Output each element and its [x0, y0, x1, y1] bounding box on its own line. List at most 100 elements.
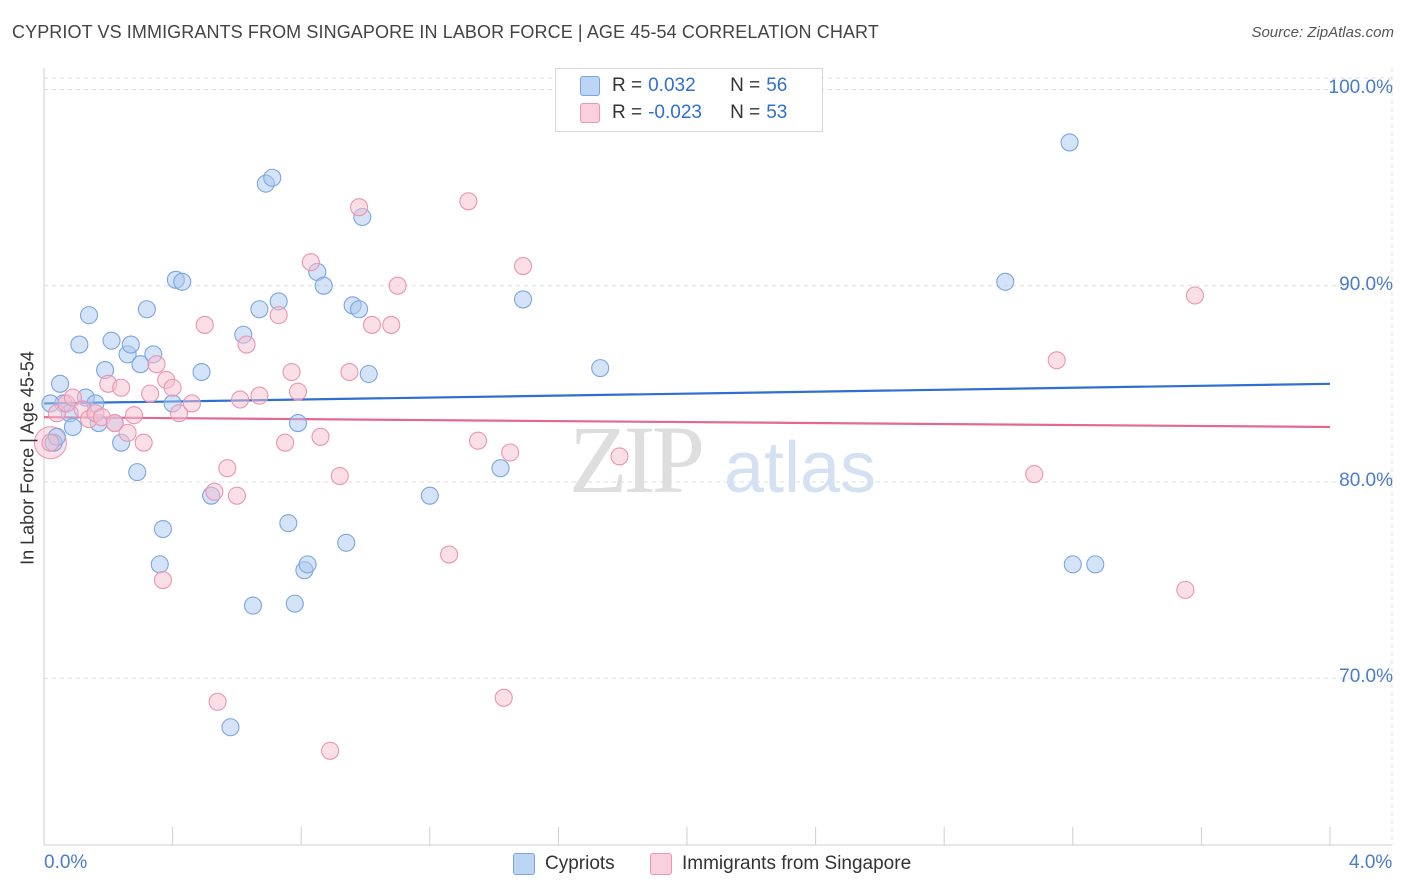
- cypriots-point: [359, 364, 378, 384]
- y-tick-label: 70.0%: [1339, 666, 1393, 688]
- cypriots-point: [337, 533, 356, 552]
- singapore-point: [301, 253, 320, 272]
- singapore-point: [231, 390, 250, 409]
- cypriots-point: [1086, 555, 1105, 574]
- cypriots-point: [285, 594, 304, 613]
- legend-swatch-pink: [650, 853, 672, 875]
- cypriots-point: [243, 596, 263, 615]
- singapore-point: [105, 414, 124, 433]
- cypriots-point: [279, 514, 298, 533]
- trend-line-singapore: [43, 416, 1331, 429]
- singapore-point: [195, 315, 214, 334]
- singapore-point: [362, 315, 381, 334]
- legend-swatch-pink: [580, 103, 600, 123]
- singapore-point: [63, 388, 82, 407]
- cypriots-point: [51, 374, 70, 393]
- watermark: ZIP atlas: [569, 406, 876, 513]
- cypriots-point: [150, 555, 169, 574]
- cypriots-point: [137, 300, 156, 319]
- singapore-point: [124, 406, 144, 425]
- legend-n-label: N =: [730, 75, 761, 96]
- singapore-point: [182, 394, 201, 413]
- cypriots-point: [420, 486, 439, 505]
- singapore-point: [311, 427, 330, 446]
- cypriots-point: [996, 272, 1015, 291]
- legend-r-value: -0.023: [648, 102, 702, 123]
- singapore-point: [330, 466, 349, 486]
- singapore-point: [269, 306, 288, 325]
- cypriots-point: [298, 555, 317, 574]
- singapore-point: [513, 257, 533, 276]
- singapore-point: [134, 433, 153, 452]
- legend-n-value: 53: [766, 102, 788, 123]
- singapore-point: [459, 192, 478, 211]
- cypriots-point: [350, 300, 369, 319]
- legend-n-label: N =: [730, 102, 761, 123]
- singapore-point: [41, 433, 60, 452]
- legend-r-label: R =: [612, 102, 643, 123]
- singapore-point: [250, 386, 269, 405]
- legend-row-singapore: R = -0.023 N = 53: [580, 101, 787, 125]
- y-tick-label: 80.0%: [1339, 469, 1393, 491]
- singapore-point: [163, 378, 182, 397]
- singapore-point: [218, 459, 237, 478]
- singapore-point: [147, 355, 166, 374]
- cypriots-point: [173, 272, 192, 291]
- singapore-point: [494, 688, 513, 707]
- cypriots-point: [121, 335, 140, 354]
- cypriots-point: [314, 276, 333, 295]
- singapore-point: [208, 692, 227, 711]
- singapore-point: [321, 741, 340, 760]
- data-points: [33, 133, 1205, 760]
- cypriots-point: [591, 359, 610, 378]
- cypriots-point: [491, 459, 510, 478]
- singapore-point: [227, 486, 246, 505]
- singapore-point: [1185, 286, 1205, 305]
- singapore-point: [169, 404, 189, 423]
- cypriots-point: [70, 335, 89, 354]
- cypriots-point: [250, 300, 269, 319]
- axes: [43, 68, 1393, 846]
- legend-row-cypriots: R = 0.032 N = 56: [580, 74, 787, 98]
- singapore-point: [282, 362, 301, 382]
- watermark-atlas: atlas: [724, 428, 876, 508]
- legend-r-value: 0.032: [648, 75, 696, 96]
- singapore-point: [350, 198, 369, 217]
- singapore-point: [118, 423, 137, 442]
- singapore-point: [1176, 580, 1195, 599]
- cypriots-point: [79, 306, 99, 325]
- singapore-point: [610, 447, 629, 466]
- chart-title: CYPRIOT VS IMMIGRANTS FROM SINGAPORE IN …: [12, 22, 879, 42]
- cypriots-point: [221, 718, 240, 737]
- singapore-point: [205, 482, 224, 501]
- correlation-legend: R = 0.032 N = 56 R = -0.023 N = 53: [555, 68, 823, 132]
- cypriots-point: [102, 331, 121, 350]
- source-label: Source: ZipAtlas.com: [1251, 24, 1394, 41]
- singapore-point: [388, 276, 407, 295]
- singapore-point: [440, 545, 459, 564]
- cypriots-point: [153, 519, 173, 539]
- bottom-legend-singapore[interactable]: Immigrants from Singapore: [650, 852, 911, 876]
- cypriots-point: [1063, 555, 1082, 574]
- singapore-point: [153, 571, 173, 590]
- cypriots-point: [513, 290, 533, 309]
- legend-swatch-blue: [580, 76, 600, 96]
- y-axis-label: In Labor Force | Age 45-54: [17, 351, 38, 565]
- legend-label-cypriots: Cypriots: [545, 853, 615, 874]
- cypriots-point: [1060, 133, 1079, 152]
- singapore-point: [112, 378, 131, 397]
- singapore-point: [340, 362, 359, 382]
- legend-swatch-blue: [513, 853, 535, 875]
- cypriots-point: [192, 362, 211, 382]
- bottom-legend-cypriots[interactable]: Cypriots: [513, 852, 615, 876]
- singapore-point: [1047, 351, 1066, 370]
- y-tick-label: 90.0%: [1339, 273, 1393, 295]
- cypriots-point: [263, 168, 282, 187]
- singapore-point: [141, 384, 160, 403]
- singapore-point: [382, 315, 401, 334]
- singapore-point: [276, 433, 295, 452]
- singapore-point: [501, 443, 520, 462]
- cypriots-point: [288, 414, 308, 433]
- cypriots-point: [128, 463, 147, 482]
